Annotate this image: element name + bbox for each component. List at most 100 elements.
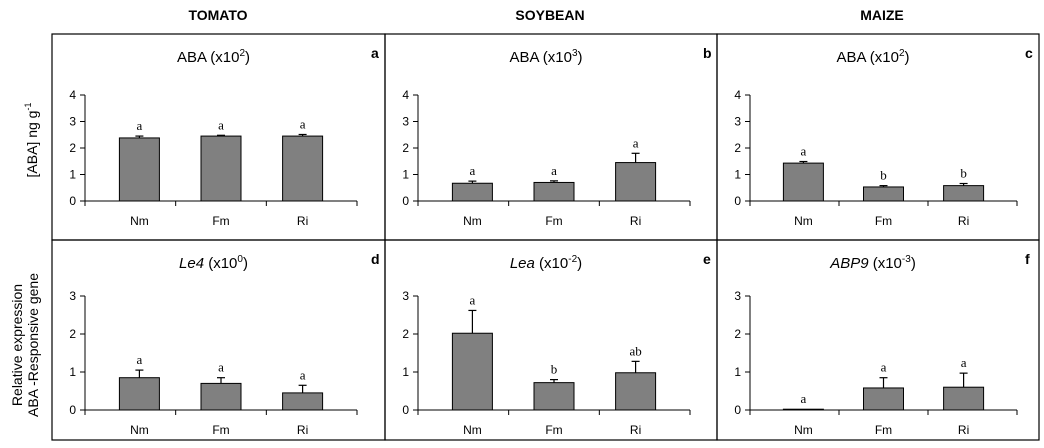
- category-label: Ri: [630, 423, 641, 437]
- y-tick-label: 0: [402, 403, 409, 417]
- bar-fm: [200, 135, 242, 202]
- y-axis-label-expression-line1: Relative expression: [9, 284, 25, 406]
- category-label: Nm: [463, 423, 482, 437]
- panel-title-name: ABA (x10: [177, 49, 240, 66]
- category-label: Nm: [130, 423, 149, 437]
- y-tick-label: 2: [69, 327, 76, 341]
- y-axis-label-expression-line2: ABA -Responsive gene: [25, 273, 41, 417]
- bar-ri: [615, 162, 657, 202]
- significance-letter: a: [470, 292, 476, 307]
- bar-ri: [943, 185, 985, 202]
- bar-nm: [782, 162, 824, 202]
- panel-title-exponent: 3: [572, 48, 578, 59]
- panel-title-exponent: 0: [237, 254, 243, 265]
- panel-title-close: ): [905, 49, 910, 66]
- category-label: Nm: [794, 214, 813, 228]
- significance-letter: a: [300, 367, 306, 382]
- bar-fm: [863, 387, 904, 411]
- significance-letter: a: [801, 391, 807, 406]
- category-label: Fm: [545, 214, 562, 228]
- significance-letter: a: [551, 163, 557, 178]
- y-tick-label: 3: [402, 115, 409, 129]
- y-tick-label: 3: [402, 289, 409, 303]
- panel-letter: a: [371, 45, 379, 61]
- panel-title-close: ): [577, 255, 582, 272]
- y-tick-label: 2: [69, 141, 76, 155]
- bar-nm: [118, 137, 160, 202]
- panel-title-name: ABA (x10: [509, 49, 572, 66]
- panel-title-exponent: -2: [568, 254, 577, 265]
- panel-title: Lea (x10-2): [510, 254, 582, 272]
- category-label: Ri: [958, 214, 969, 228]
- y-tick-label: 3: [734, 115, 741, 129]
- panel-letter: c: [1025, 45, 1033, 61]
- category-label: Nm: [130, 214, 149, 228]
- significance-letter: a: [881, 360, 887, 375]
- panel-letter: e: [703, 251, 711, 267]
- y-tick-label: 1: [734, 365, 741, 379]
- y-tick-label: 2: [734, 141, 741, 155]
- panel-title-name: ABP9: [829, 255, 869, 272]
- panel-title: ABP9 (x10-3): [829, 254, 916, 272]
- y-tick-label: 0: [734, 194, 741, 208]
- y-axis-label-aba: [ABA] ng g-1: [23, 103, 40, 178]
- bar-fm: [200, 382, 242, 411]
- significance-letter: b: [551, 362, 558, 377]
- y-tick-label: 1: [402, 365, 409, 379]
- panel-title-exponent: -3: [902, 254, 911, 265]
- bar-ri: [282, 135, 324, 202]
- y-axis-label-aba-sup: -1: [23, 103, 33, 111]
- panel-e: Lea (x10-2) e 0 1 2 3 a Nm b Fm ab Ri: [384, 239, 718, 441]
- bar-nm: [451, 332, 493, 411]
- category-label: Ri: [630, 214, 641, 228]
- panel-title-scale: (x10: [869, 255, 902, 272]
- panel-title-exponent: 2: [899, 48, 905, 59]
- bar-fm: [533, 181, 575, 202]
- panel-title-close: ): [243, 255, 248, 272]
- y-tick-label: 0: [69, 403, 76, 417]
- y-tick-label: 1: [69, 365, 76, 379]
- panel-title-scale: (x10: [204, 255, 237, 272]
- bar-fm: [533, 382, 575, 411]
- y-tick-label: 0: [69, 194, 76, 208]
- bar-ri: [943, 386, 985, 411]
- bar-nm: [782, 408, 824, 411]
- panel-title: Le4 (x100): [179, 254, 248, 272]
- y-tick-label: 1: [734, 168, 741, 182]
- bar-fm: [863, 186, 904, 202]
- significance-letter: a: [470, 163, 476, 178]
- column-title-tomato: TOMATO: [188, 7, 247, 23]
- significance-letter: b: [880, 168, 887, 183]
- column-title-soybean: SOYBEAN: [515, 7, 584, 23]
- panel-title-exponent: 2: [239, 48, 245, 59]
- panel-f: ABP9 (x10-3) f 0 1 2 3 a Nm a Fm a Ri: [716, 239, 1040, 441]
- category-label: Ri: [297, 214, 308, 228]
- panel-title: ABA (x102): [836, 48, 909, 66]
- panel-frame: [716, 239, 1040, 441]
- category-label: Ri: [958, 423, 969, 437]
- y-tick-label: 3: [69, 115, 76, 129]
- y-tick-label: 2: [402, 327, 409, 341]
- y-tick-label: 3: [734, 289, 741, 303]
- panel-title-name: Le4: [179, 255, 204, 272]
- y-tick-label: 4: [69, 88, 76, 102]
- bar-nm: [451, 182, 493, 202]
- panel-title: ABA (x102): [177, 48, 250, 66]
- significance-letter: a: [218, 360, 224, 375]
- y-tick-label: 2: [402, 141, 409, 155]
- bar-ri: [282, 392, 324, 411]
- y-tick-label: 1: [69, 168, 76, 182]
- y-tick-label: 0: [402, 194, 409, 208]
- category-label: Fm: [212, 423, 229, 437]
- category-label: Fm: [875, 423, 892, 437]
- significance-letter: a: [218, 117, 224, 132]
- panel-title-close: ): [245, 49, 250, 66]
- panel-title-scale: (x10: [535, 255, 568, 272]
- category-label: Fm: [875, 214, 892, 228]
- y-tick-label: 1: [402, 168, 409, 182]
- y-tick-label: 3: [69, 289, 76, 303]
